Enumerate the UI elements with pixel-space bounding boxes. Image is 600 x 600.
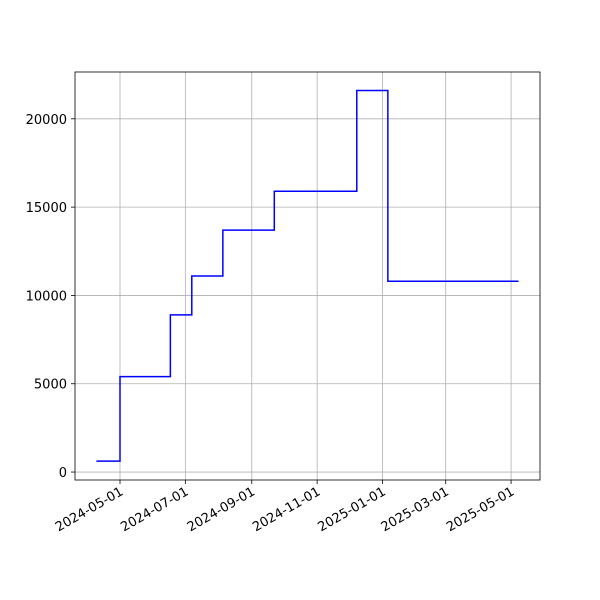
x-tick-label: 2024-09-01 [185, 484, 258, 535]
y-tick-label: 20000 [26, 113, 67, 128]
x-tick-label: 2024-07-01 [118, 484, 191, 535]
plot-frame [74, 71, 541, 481]
y-tick-label: 0 [59, 466, 67, 481]
x-tick-label: 2024-05-01 [53, 484, 126, 535]
x-tick-label: 2025-01-01 [316, 484, 389, 535]
x-tick-label: 2025-03-01 [379, 484, 452, 535]
x-tick-label: 2025-05-01 [444, 484, 517, 535]
x-tick-label: 2024-11-01 [250, 484, 323, 535]
y-tick-label: 15000 [26, 201, 67, 216]
y-tick-label: 10000 [26, 289, 67, 304]
data-line [96, 89, 519, 462]
y-tick-label: 5000 [34, 378, 67, 393]
